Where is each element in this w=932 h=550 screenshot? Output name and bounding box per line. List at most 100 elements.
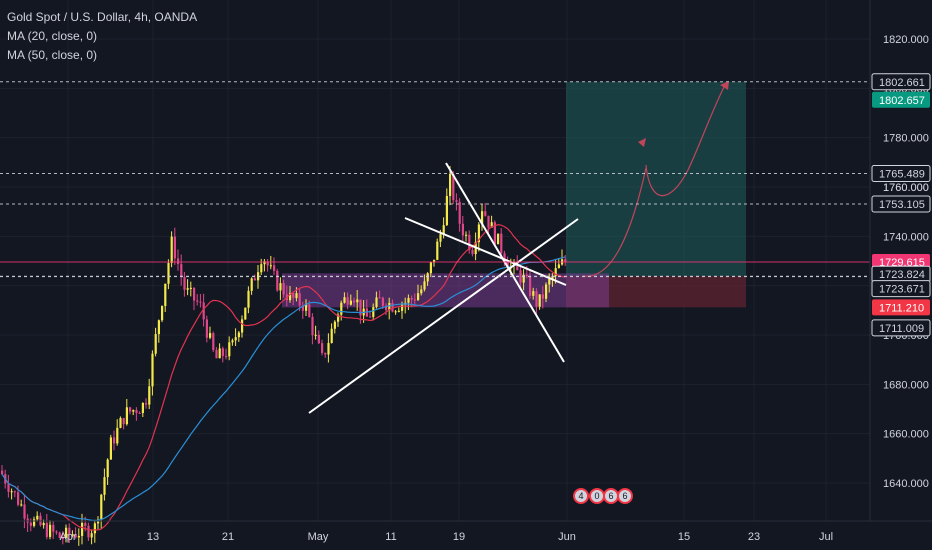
price-label: 1723.671 (879, 284, 925, 296)
candle-body (545, 284, 548, 299)
projection-arrow-head (720, 81, 729, 90)
candle-body (506, 261, 509, 269)
target-zone (566, 81, 746, 277)
price-axis[interactable]: 1640.0001660.0001680.0001700.0001720.000… (869, 0, 931, 521)
candle-body (541, 294, 544, 299)
candle-body (20, 504, 23, 506)
candle-body (449, 174, 452, 196)
candle-body (324, 352, 327, 355)
candle-body (564, 259, 567, 263)
candle-body (125, 407, 128, 425)
candle-body (199, 301, 202, 303)
candle-body (484, 211, 487, 216)
candle-body (333, 321, 336, 329)
candle-body (349, 300, 352, 305)
candle-body (100, 494, 103, 520)
candle-body (465, 234, 468, 236)
candle-body (317, 334, 320, 344)
candle-body (90, 533, 93, 538)
time-axis[interactable]: Apr 13 21 May 11 19 Jun 15 23 Jul (0, 520, 932, 543)
ma50-legend[interactable]: MA (50, close, 0) (7, 48, 98, 62)
candle-body (497, 233, 500, 245)
candle-body (218, 348, 221, 359)
candle-body (391, 302, 394, 312)
legend: Gold Spot / U.S. Dollar, 4h, OANDA MA (2… (7, 8, 197, 65)
candle-body (308, 304, 311, 317)
candle-body (129, 407, 132, 412)
candle-body (301, 305, 304, 311)
candle-body (269, 265, 272, 267)
price-label: 1802.657 (879, 95, 925, 107)
candle-body (170, 236, 173, 264)
candle-body (394, 311, 397, 313)
candle-body (52, 524, 55, 532)
candle-body (122, 418, 125, 425)
candle-body (68, 527, 71, 535)
candle-body (250, 278, 253, 291)
y-tick-label: 1680.000 (883, 379, 929, 391)
candle-body (234, 337, 237, 341)
event-marker-icon[interactable]: 6 (617, 488, 633, 504)
candle-body (477, 224, 480, 243)
candle-body (84, 522, 87, 526)
ma20-line (1, 223, 566, 531)
candle-body (55, 531, 58, 533)
candle-body (500, 233, 503, 254)
drawings (308, 81, 729, 414)
candle-body (196, 300, 199, 302)
candle-body (311, 316, 314, 336)
x-tick-label: 23 (748, 531, 760, 543)
price-label-bg (871, 164, 931, 182)
candle-body (23, 504, 26, 519)
candle-body (343, 297, 346, 303)
candle-body (167, 263, 170, 284)
x-tick-label: 15 (678, 531, 690, 543)
candle-body (93, 523, 96, 534)
candle-body (180, 264, 183, 277)
candle-body (471, 249, 474, 255)
wedge-line (404, 217, 567, 286)
price-label-bg (872, 299, 930, 316)
candle-body (45, 523, 48, 537)
x-tick-label: May (308, 531, 329, 543)
projection-path-target (645, 82, 727, 197)
candle-body (397, 310, 400, 312)
candle-body (7, 483, 10, 492)
ma20-legend[interactable]: MA (20, close, 0) (7, 29, 98, 43)
candle-body (372, 307, 375, 317)
candle-body (359, 299, 362, 316)
candle-body (145, 403, 148, 405)
candle-body (1, 470, 4, 475)
candle-body (65, 527, 68, 538)
x-tick-label: Jun (558, 531, 576, 543)
demand-zone (282, 273, 609, 308)
candle-body (429, 262, 432, 274)
candle-body (77, 535, 80, 538)
candle-body (154, 334, 157, 354)
candle-body (433, 259, 436, 263)
candle-body (276, 270, 279, 291)
ma50-line (1, 256, 566, 521)
horizontal-lines (0, 81, 870, 278)
candle-body (298, 293, 301, 306)
symbol-title[interactable]: Gold Spot / U.S. Dollar, 4h, OANDA (7, 10, 198, 24)
x-tick-label: 21 (222, 531, 234, 543)
price-label-bg (871, 319, 931, 337)
candle-body (461, 223, 464, 236)
event-marker-icon[interactable]: 4 (573, 488, 589, 504)
price-label-bg (871, 280, 931, 298)
y-tick-label: 1760.000 (883, 182, 929, 194)
candle-body (417, 293, 420, 300)
candle-body (225, 355, 228, 357)
y-tick-label: 1820.000 (883, 34, 929, 46)
candle-body (490, 222, 493, 228)
candle-body (231, 340, 234, 343)
candle-body (209, 333, 212, 338)
candle-body (468, 234, 471, 250)
position-zones (282, 81, 746, 308)
candle-body (330, 328, 333, 344)
descending-trendline (445, 162, 565, 363)
candle-body (388, 302, 391, 311)
candle-body (141, 403, 144, 414)
